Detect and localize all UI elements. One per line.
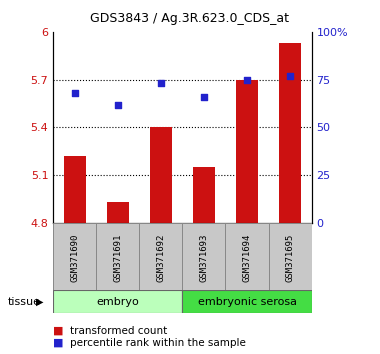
Bar bbox=[64, 156, 86, 223]
Text: GSM371695: GSM371695 bbox=[285, 233, 294, 282]
FancyBboxPatch shape bbox=[269, 223, 312, 292]
Text: ■: ■ bbox=[53, 326, 64, 336]
FancyBboxPatch shape bbox=[225, 223, 269, 292]
Text: GSM371693: GSM371693 bbox=[200, 233, 209, 282]
Bar bbox=[150, 127, 172, 223]
Text: embryo: embryo bbox=[97, 297, 139, 307]
Text: embryonic serosa: embryonic serosa bbox=[198, 297, 296, 307]
Point bbox=[158, 81, 164, 86]
FancyBboxPatch shape bbox=[182, 223, 225, 292]
FancyBboxPatch shape bbox=[53, 290, 182, 313]
Text: ■: ■ bbox=[53, 338, 64, 348]
FancyBboxPatch shape bbox=[53, 223, 96, 292]
Bar bbox=[236, 80, 258, 223]
Text: transformed count: transformed count bbox=[70, 326, 168, 336]
Bar bbox=[193, 167, 215, 223]
Point bbox=[115, 102, 121, 107]
Point bbox=[244, 77, 250, 82]
Point bbox=[287, 73, 293, 79]
Point bbox=[72, 90, 78, 96]
FancyBboxPatch shape bbox=[96, 223, 139, 292]
Text: GDS3843 / Ag.3R.623.0_CDS_at: GDS3843 / Ag.3R.623.0_CDS_at bbox=[90, 12, 290, 25]
FancyBboxPatch shape bbox=[182, 290, 312, 313]
Text: percentile rank within the sample: percentile rank within the sample bbox=[70, 338, 246, 348]
Text: GSM371690: GSM371690 bbox=[70, 233, 79, 282]
Bar bbox=[279, 43, 301, 223]
Text: GSM371691: GSM371691 bbox=[113, 233, 122, 282]
Point bbox=[201, 94, 207, 100]
Text: GSM371694: GSM371694 bbox=[242, 233, 252, 282]
Bar bbox=[107, 202, 128, 223]
Text: tissue: tissue bbox=[8, 297, 41, 307]
FancyBboxPatch shape bbox=[139, 223, 182, 292]
Text: GSM371692: GSM371692 bbox=[156, 233, 165, 282]
Text: ▶: ▶ bbox=[36, 297, 44, 307]
